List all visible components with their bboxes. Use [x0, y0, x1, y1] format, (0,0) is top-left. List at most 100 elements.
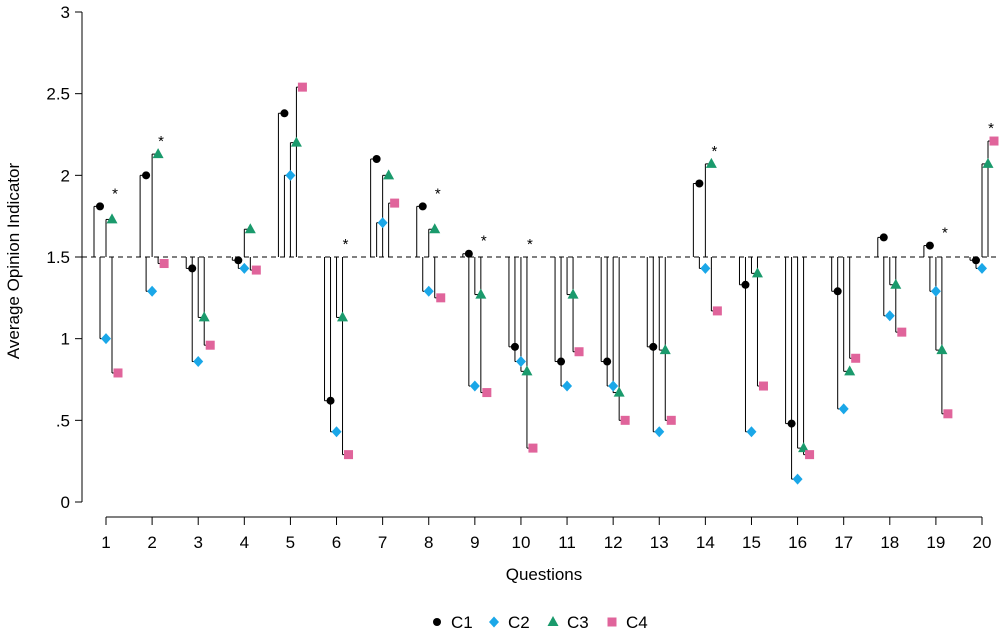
point-c3-q18 [890, 278, 902, 289]
legend-label-c3: C3 [567, 613, 589, 632]
x-tick-label: 2 [147, 533, 156, 552]
point-c1-q13 [649, 342, 658, 351]
legend-label-c1: C1 [451, 613, 473, 632]
significance-marks: * * * * * * * * * [112, 120, 994, 253]
point-c4-q19 [943, 409, 953, 419]
point-c4-q13 [666, 415, 676, 425]
y-tick-label: 2 [61, 166, 70, 185]
point-c2-q1 [101, 333, 111, 345]
y-tick-label: 1.5 [46, 248, 70, 267]
x-tick-label: 5 [286, 533, 295, 552]
x-tick-label: 19 [926, 533, 945, 552]
y-tick-label: 3 [61, 3, 70, 22]
x-tick-label: 13 [650, 533, 669, 552]
point-c4-q2 [159, 259, 169, 269]
point-c2-q8 [423, 285, 434, 297]
point-c3-q19 [936, 344, 948, 355]
point-c2-q5 [285, 169, 296, 181]
y-tick-label: 2.5 [46, 85, 70, 104]
x-tick-label: 12 [604, 533, 623, 552]
legend-marker-c3 [547, 616, 559, 626]
point-c2-q12 [608, 380, 619, 392]
point-c4-q15 [758, 381, 768, 391]
x-tick-label: 16 [788, 533, 807, 552]
point-c2-q9 [469, 380, 480, 392]
point-c1-q4 [234, 256, 243, 265]
x-tick-label: 11 [558, 533, 576, 552]
point-c4-q7 [390, 198, 400, 208]
point-c1-q10 [510, 342, 519, 351]
point-c2-q11 [562, 380, 573, 392]
y-tick-label: 0 [61, 493, 70, 512]
point-c4-q1 [113, 368, 123, 378]
point-c4-q3 [205, 340, 215, 350]
point-c1-q6 [326, 396, 335, 405]
point-c2-q18 [884, 310, 895, 322]
point-c3-q3 [198, 311, 210, 322]
x-tick-label: 17 [834, 533, 853, 552]
stems [93, 86, 994, 480]
point-c1-q11 [557, 357, 566, 366]
point-c3-q7 [383, 169, 395, 180]
point-c1-q7 [372, 155, 381, 163]
point-c3-q2 [152, 148, 164, 159]
point-c2-q4 [239, 262, 250, 274]
significance-star: * [481, 233, 487, 250]
point-c2-q17 [838, 403, 849, 415]
point-c3-q17 [844, 365, 856, 376]
legend-marker-c1 [433, 618, 441, 626]
x-tick-label: 14 [696, 533, 715, 552]
point-c1-q9 [464, 249, 473, 258]
point-c4-q14 [712, 306, 722, 316]
significance-star: * [942, 225, 948, 242]
point-c3-q20 [982, 157, 994, 168]
point-c3-q10 [521, 365, 533, 376]
point-c1-q20 [972, 256, 980, 265]
point-c1-q1 [96, 202, 104, 211]
point-c1-q18 [879, 233, 888, 242]
point-c3-q1 [106, 213, 118, 224]
point-c2-q20 [977, 262, 987, 274]
x-tick-label: 9 [470, 533, 479, 552]
point-c3-q6 [337, 311, 349, 322]
point-c4-q9 [482, 388, 492, 398]
point-c4-q12 [620, 415, 630, 425]
point-c4-q11 [574, 347, 584, 357]
point-c1-q17 [833, 287, 842, 296]
point-c1-q2 [142, 171, 151, 180]
significance-star: * [435, 185, 441, 202]
axes: 0.511.522.531 2 3 4 5 6 7 8 9 10 11 12 13 14 15 16 17 18 1… [46, 3, 1000, 552]
point-c4-q8 [436, 293, 446, 303]
point-c1-q14 [695, 179, 704, 188]
x-tick-label: 20 [973, 533, 992, 552]
point-c4-q18 [897, 327, 907, 337]
point-c1-q16 [787, 419, 796, 428]
point-c4-q10 [528, 443, 538, 453]
point-c3-q15 [751, 267, 763, 278]
point-c4-q4 [251, 265, 261, 275]
point-c3-q5 [290, 136, 302, 147]
x-tick-label: 8 [424, 533, 433, 552]
x-tick-label: 1 [101, 533, 110, 552]
x-tick-label: 10 [511, 533, 530, 552]
significance-star: * [343, 236, 349, 253]
point-c1-q15 [741, 280, 750, 289]
x-tick-label: 18 [880, 533, 899, 552]
y-tick-label: 1 [61, 330, 70, 349]
legend-marker-c2 [489, 616, 499, 628]
x-tick-label: 15 [742, 533, 761, 552]
point-c1-q8 [418, 202, 427, 211]
point-c4-q17 [851, 353, 861, 363]
legend: C1 C2 C3 C4 [433, 613, 648, 632]
point-c3-q11 [567, 288, 579, 299]
point-c3-q13 [659, 344, 671, 355]
point-c4-q6 [344, 450, 354, 460]
point-c2-q10 [515, 356, 526, 368]
point-c4-q16 [805, 450, 815, 460]
legend-label-c2: C2 [508, 613, 530, 632]
x-tick-label: 4 [240, 533, 249, 552]
legend-label-c4: C4 [626, 613, 648, 632]
point-c2-q16 [792, 473, 803, 485]
point-c2-q15 [746, 426, 757, 438]
